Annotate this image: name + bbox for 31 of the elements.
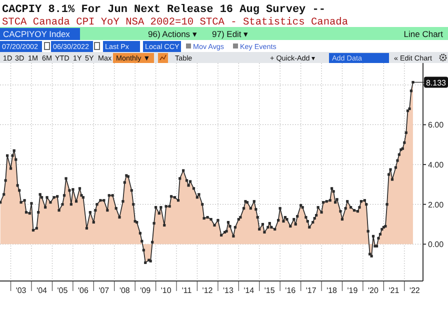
x-tick-label: '05	[57, 286, 68, 295]
chart-subtitle: STCA Canada CPI YoY NSA 2002=10 STCA - Statistics Canada	[2, 16, 348, 28]
x-tick-label: '08	[119, 286, 130, 295]
x-tick-label: '03	[16, 286, 27, 295]
y-tick-label: 2.00	[428, 200, 444, 210]
x-tick-label: '04	[36, 286, 48, 295]
y-tick-label: 6.00	[428, 120, 444, 130]
x-tick-label: '18	[326, 286, 338, 295]
y-tick-label: 0.00	[428, 240, 444, 250]
text: Line Chart	[404, 29, 444, 39]
y-tick-label: 4.00	[428, 160, 444, 170]
x-tick-label: '19	[347, 286, 358, 295]
x-tick-label: '16	[285, 286, 296, 295]
x-tick-label: '12	[202, 286, 214, 295]
x-tick-label: '20	[368, 286, 380, 295]
text: 96) Actions ▾	[148, 29, 198, 39]
x-tick-label: '14	[244, 286, 255, 295]
x-tick-label: '15	[264, 286, 276, 295]
annotation: 8.133	[426, 78, 447, 88]
x-tick-label: '09	[140, 286, 152, 295]
text: CACPIYOY Index	[3, 29, 71, 39]
x-tick-label: '13	[223, 286, 234, 295]
x-tick-label: '17	[306, 286, 317, 295]
x-tick-label: '11	[182, 286, 192, 295]
text: 97) Edit ▾	[212, 29, 249, 39]
x-tick-label: '10	[160, 286, 172, 295]
chart-title: CACPIY 8.1% For Jun Next Release 16 Aug Survey --	[2, 4, 326, 16]
x-tick-label: '22	[409, 286, 420, 295]
x-tick-label: '07	[98, 286, 110, 295]
x-tick-label: '21	[388, 286, 400, 295]
x-tick-label: '06	[78, 286, 89, 295]
